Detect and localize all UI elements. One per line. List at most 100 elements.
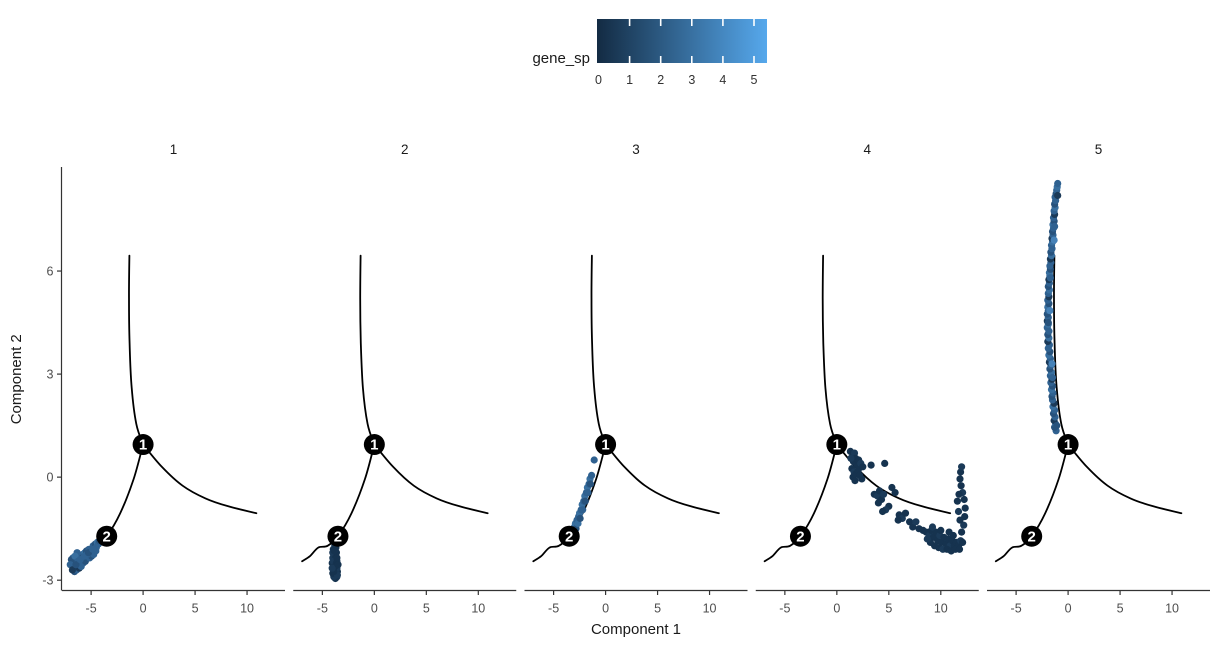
y-axis-group: -3 0 3 6	[42, 167, 63, 591]
trajectory-branch-right	[142, 443, 258, 515]
branch-node-label: 2	[796, 528, 804, 545]
facet-panel-1: 1 -5 0 5 10 1 2	[62, 142, 285, 616]
y-tick-label: -3	[42, 574, 53, 588]
facet-label: 2	[401, 142, 409, 157]
cell-point	[1046, 274, 1054, 282]
cell-point	[89, 545, 97, 553]
cell-point	[584, 489, 592, 497]
legend-group: 0 1 2 3 4 5 gene_sp	[532, 19, 767, 87]
cell-point	[581, 497, 589, 505]
cell-point	[858, 475, 866, 483]
cell-point	[1050, 236, 1058, 244]
cell-point	[847, 454, 855, 462]
cell-point	[953, 497, 962, 505]
cell-point	[328, 564, 336, 572]
branch-node-label: 1	[139, 437, 147, 454]
branch-node-label: 1	[1064, 437, 1072, 454]
cell-point	[1046, 307, 1054, 315]
cell-point	[955, 490, 963, 498]
x-tick-label: 0	[371, 602, 378, 616]
cell-point	[880, 490, 888, 498]
cell-point	[881, 459, 889, 467]
x-tick-label: 0	[140, 602, 147, 616]
x-tick-label: 10	[703, 602, 717, 616]
cell-point	[906, 518, 914, 526]
cell-point	[961, 504, 969, 512]
facet-panel-2: 2 -5 0 5 10 1 2	[293, 142, 517, 616]
branch-node-1	[1057, 434, 1079, 456]
x-tick-label: 0	[1065, 602, 1072, 616]
trajectory-branch-right	[1067, 443, 1183, 515]
cell-point	[937, 526, 945, 535]
branch-node-2	[558, 525, 580, 547]
cell-point	[859, 463, 867, 471]
cell-point	[588, 471, 596, 479]
facet-label: 1	[170, 142, 178, 157]
cell-point	[333, 554, 341, 562]
y-tick-label: 6	[47, 265, 54, 279]
cell-point	[909, 523, 917, 531]
cell-point	[959, 538, 967, 547]
branch-node-1	[363, 434, 385, 456]
y-axis-title: Component 2	[8, 334, 25, 424]
cell-point	[954, 507, 963, 516]
cell-point	[960, 495, 968, 504]
cell-point	[586, 480, 595, 488]
legend-tick-label: 2	[657, 73, 664, 87]
cell-point	[576, 514, 584, 523]
x-tick-label: 10	[240, 602, 254, 616]
cell-point	[1054, 191, 1062, 200]
cell-point	[879, 507, 887, 516]
branch-node-2	[327, 525, 349, 547]
x-tick-label: -5	[548, 602, 559, 616]
cell-point	[960, 521, 968, 529]
x-tick-label: 10	[934, 602, 948, 616]
branch-node-1	[595, 434, 617, 456]
cell-point	[957, 482, 965, 490]
x-tick-label: 5	[654, 602, 661, 616]
cell-point	[958, 528, 966, 536]
branch-node-label: 2	[334, 528, 342, 545]
y-tick-label: 0	[47, 471, 54, 485]
trajectory-branch-upper	[128, 254, 144, 446]
branch-node-label: 1	[601, 437, 609, 454]
x-tick-label: -5	[86, 602, 97, 616]
branch-node-2	[789, 525, 811, 547]
branch-node-1	[132, 434, 154, 456]
branch-node-2	[96, 525, 118, 547]
x-axis-title: Component 1	[591, 621, 681, 638]
trajectory-branch-upper	[590, 254, 607, 446]
branch-node-label: 2	[103, 528, 111, 545]
cell-point	[590, 456, 598, 464]
trajectory-branch-upper	[1053, 254, 1069, 446]
y-tick-label: 3	[47, 368, 54, 382]
cell-point	[956, 516, 964, 524]
branch-node-label: 1	[833, 437, 841, 454]
cell-point	[851, 477, 859, 485]
legend-colorbar	[597, 19, 767, 63]
cell-point	[949, 531, 957, 540]
cell-point	[72, 561, 80, 569]
x-tick-label: 5	[885, 602, 892, 616]
x-tick-label: 10	[471, 602, 485, 616]
branch-node-2	[1021, 525, 1043, 547]
facet-label: 4	[863, 142, 871, 157]
x-tick-label: 10	[1165, 602, 1179, 616]
legend-title: gene_sp	[532, 50, 590, 67]
cell-point	[912, 518, 920, 526]
x-tick-label: -5	[779, 602, 790, 616]
facet-panel-3: 3 -5 0 5 10 1 2	[524, 142, 748, 616]
trajectory-branch-upper	[359, 254, 376, 446]
x-tick-label: -5	[317, 602, 328, 616]
cell-point	[867, 461, 875, 469]
trajectory-branch-right	[604, 443, 720, 515]
cell-point	[955, 545, 964, 553]
cell-point	[923, 535, 931, 543]
trajectory-branch-upper	[821, 254, 838, 446]
cell-point	[956, 475, 964, 483]
cell-point	[1044, 319, 1052, 327]
trajectory-branch-right	[373, 443, 489, 515]
cell-point	[874, 499, 883, 507]
